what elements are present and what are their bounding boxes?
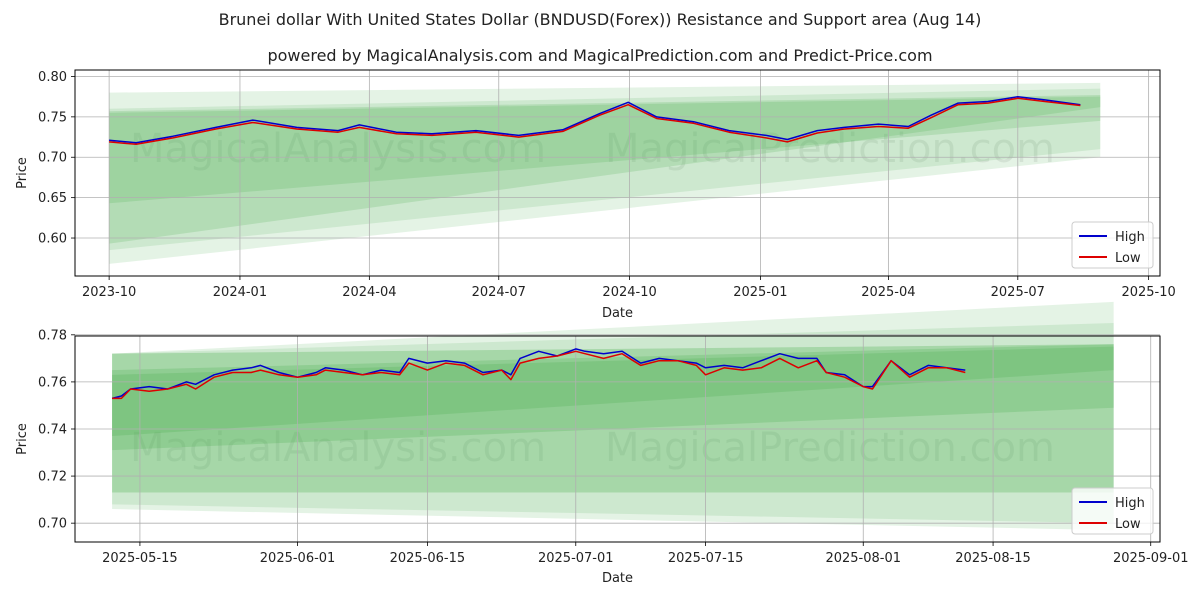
x-tick-label: 2025-08-15 (955, 551, 1031, 566)
x-tick-label: 2024-10 (602, 285, 656, 300)
y-tick-label: 0.72 (38, 470, 67, 485)
y-tick-label: 0.74 (38, 422, 67, 437)
y-tick-label: 0.65 (38, 191, 67, 206)
y-axis-label: Price (15, 423, 30, 455)
y-tick-label: 0.76 (38, 375, 67, 390)
watermark-right: MagicalPrediction.com (605, 425, 1055, 471)
watermark-right: MagicalPrediction.com (605, 126, 1055, 172)
x-tick-label: 2025-10 (1121, 285, 1175, 300)
support-resistance-band (109, 95, 1101, 204)
watermark-left: MagicalAnalysis.com (130, 425, 546, 471)
plot-frame (74, 69, 1161, 277)
chart-2: MagicalAnalysis.com MagicalPrediction.com… (15, 301, 1189, 586)
x-tick-label: 2025-08-01 (825, 551, 901, 566)
legend-box (1071, 221, 1154, 269)
y-tick-label: 0.78 (38, 328, 67, 343)
legend: High Low (1071, 487, 1154, 535)
y-tick-label: 0.75 (38, 110, 67, 125)
x-tick-label: 2024-07 (472, 285, 526, 300)
x-tick-label: 2025-06-01 (260, 551, 336, 566)
series-line-high (111, 348, 966, 400)
chart-1: MagicalAnalysis.com MagicalPrediction.com… (15, 69, 1176, 321)
x-tick-label: 2025-04 (861, 285, 915, 300)
support-resistance-band (109, 96, 1101, 244)
x-tick-label: 2023-10 (82, 285, 136, 300)
plot-frame (74, 335, 1161, 543)
x-tick-label: 2025-09-01 (1113, 551, 1189, 566)
x-tick-label: 2024-04 (342, 285, 396, 300)
legend-label-high: High (1115, 496, 1145, 511)
x-tick-label: 2025-07-01 (538, 551, 614, 566)
legend-label-low: Low (1115, 251, 1141, 266)
series-line-low (112, 350, 966, 400)
y-tick-label: 0.70 (38, 517, 67, 532)
y-axis-label: Price (15, 157, 30, 189)
chart-title: Brunei dollar With United States Dollar … (218, 10, 982, 29)
x-tick-label: 2025-07-15 (668, 551, 744, 566)
legend: High Low (1071, 221, 1154, 269)
y-tick-label: 0.60 (38, 232, 67, 247)
legend-box (1071, 487, 1154, 535)
legend-label-low: Low (1115, 517, 1141, 532)
watermark-left: MagicalAnalysis.com (130, 126, 546, 172)
x-axis-label: Date (602, 306, 633, 321)
x-tick-label: 2025-01 (733, 285, 787, 300)
y-tick-label: 0.70 (38, 151, 67, 166)
x-tick-label: 2025-06-15 (390, 551, 466, 566)
legend-label-high: High (1115, 230, 1145, 245)
x-axis-label: Date (602, 571, 633, 586)
y-tick-label: 0.80 (38, 70, 67, 85)
x-tick-label: 2024-01 (213, 285, 267, 300)
series-line-low (109, 97, 1081, 146)
x-tick-label: 2025-05-15 (102, 551, 178, 566)
x-tick-label: 2025-07 (991, 285, 1045, 300)
series-line-high (109, 95, 1081, 144)
chart-subtitle: powered by MagicalAnalysis.com and Magic… (267, 46, 933, 65)
